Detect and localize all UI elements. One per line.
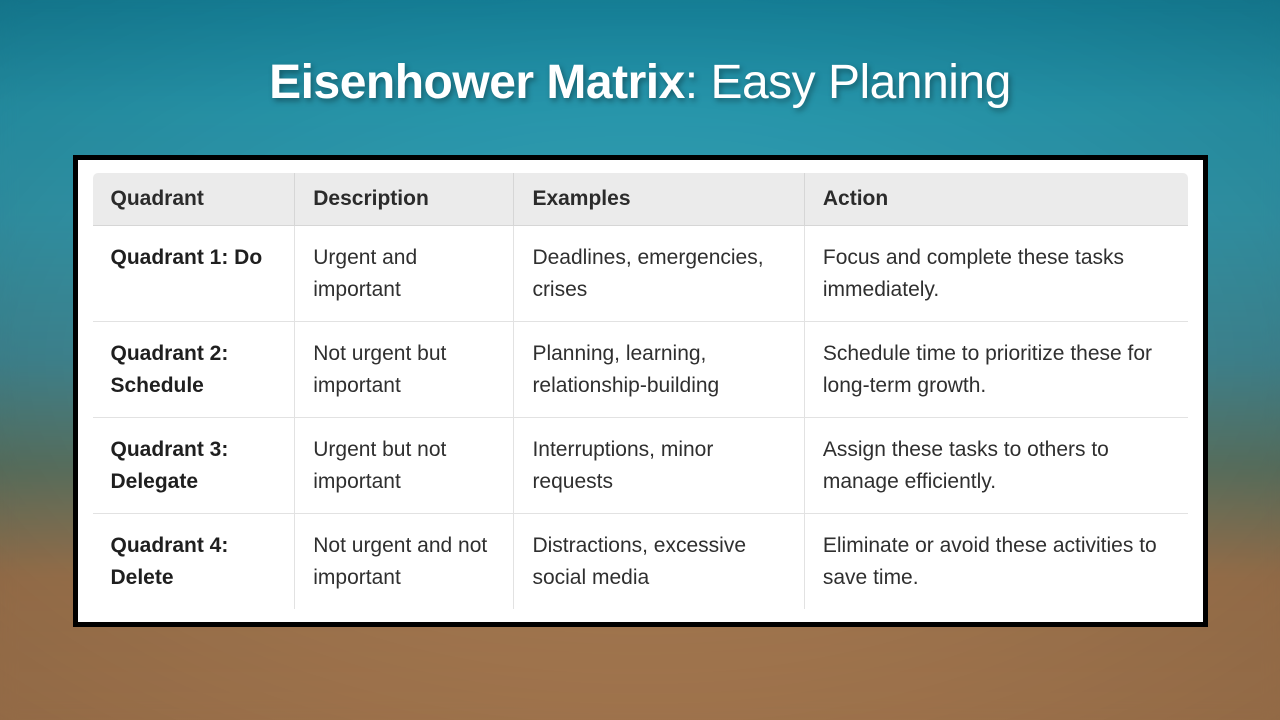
cell-description: Urgent and important — [295, 226, 514, 322]
table-card: Quadrant Description Examples Action Qua… — [73, 155, 1208, 627]
cell-quadrant: Quadrant 2: Schedule — [92, 322, 295, 418]
table-row: Quadrant 4: Delete Not urgent and not im… — [92, 514, 1188, 610]
cell-action: Focus and complete these tasks immediate… — [804, 226, 1188, 322]
title-rest: : Easy Planning — [685, 56, 1011, 109]
cell-description: Not urgent but important — [295, 322, 514, 418]
table-row: Quadrant 3: Delegate Urgent but not impo… — [92, 418, 1188, 514]
cell-examples: Deadlines, emergencies, crises — [514, 226, 804, 322]
cell-examples: Planning, learning, relationship-buildin… — [514, 322, 804, 418]
table-row: Quadrant 2: Schedule Not urgent but impo… — [92, 322, 1188, 418]
cell-description: Not urgent and not important — [295, 514, 514, 610]
content-wrap: Eisenhower Matrix: Easy Planning Quadran… — [0, 0, 1280, 627]
cell-action: Assign these tasks to others to manage e… — [804, 418, 1188, 514]
col-header-action: Action — [804, 173, 1188, 226]
page-background: Eisenhower Matrix: Easy Planning Quadran… — [0, 0, 1280, 720]
page-title: Eisenhower Matrix: Easy Planning — [269, 55, 1011, 110]
cell-action: Eliminate or avoid these activities to s… — [804, 514, 1188, 610]
col-header-quadrant: Quadrant — [92, 173, 295, 226]
cell-examples: Interruptions, minor requests — [514, 418, 804, 514]
cell-quadrant: Quadrant 1: Do — [92, 226, 295, 322]
cell-examples: Distractions, excessive social media — [514, 514, 804, 610]
col-header-examples: Examples — [514, 173, 804, 226]
cell-quadrant: Quadrant 3: Delegate — [92, 418, 295, 514]
table-header-row: Quadrant Description Examples Action — [92, 173, 1188, 226]
cell-quadrant: Quadrant 4: Delete — [92, 514, 295, 610]
table-row: Quadrant 1: Do Urgent and important Dead… — [92, 226, 1188, 322]
title-bold: Eisenhower Matrix — [269, 56, 685, 109]
eisenhower-table: Quadrant Description Examples Action Qua… — [92, 172, 1189, 610]
col-header-description: Description — [295, 173, 514, 226]
cell-action: Schedule time to prioritize these for lo… — [804, 322, 1188, 418]
cell-description: Urgent but not important — [295, 418, 514, 514]
